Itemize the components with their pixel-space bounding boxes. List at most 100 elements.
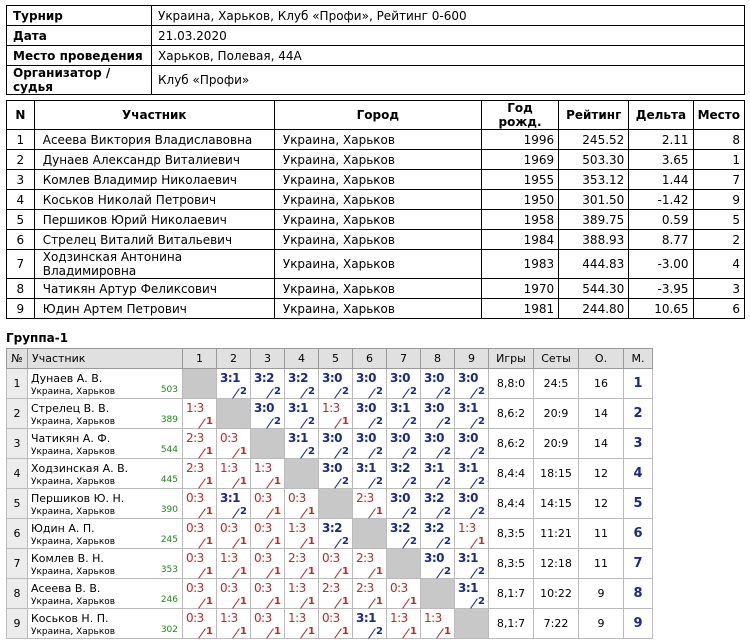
participant-rating: 301.50: [558, 189, 630, 210]
info-value: Харьков, Полевая, 44А: [151, 45, 745, 66]
group-row-sets: 20:9: [533, 398, 579, 429]
player-name: Ходзинская А. В.: [31, 461, 129, 475]
match-score: 1:3: [288, 521, 306, 535]
player-name: Асеева В. В.: [31, 581, 101, 595]
match-points: 1: [308, 626, 315, 637]
match-score: 3:0: [254, 401, 275, 415]
group-header-col: 9: [454, 348, 489, 369]
info-row: Место проведения Харьков, Полевая, 44А: [6, 45, 745, 66]
match-points: 2: [274, 386, 281, 397]
group-row-player: Асеева В. В. Украина, Харьков 246: [27, 578, 183, 609]
match-divider: [198, 568, 206, 579]
player-name: Дунаев А. В.: [31, 371, 103, 385]
match-cell: 1:3 1: [182, 398, 217, 429]
group-row-games: 8,8:0: [488, 368, 534, 399]
participant-name: Комлев Владимир Николаевич: [33, 169, 275, 190]
info-label: Дата: [6, 25, 152, 46]
match-points: 1: [206, 596, 213, 607]
match-points: 1: [478, 536, 485, 547]
player-city: Украина, Харьков: [31, 416, 116, 427]
participant-city: Украина, Харьков: [273, 278, 482, 299]
match-divider: [300, 448, 308, 459]
match-points: 2: [376, 416, 383, 427]
match-cell: 3:1 2: [454, 458, 489, 489]
match-cell: 1:3 1: [284, 578, 319, 609]
match-score: 2:3: [288, 551, 306, 565]
match-points: 2: [478, 596, 485, 607]
match-points: 1: [240, 446, 247, 457]
match-score: 3:0: [322, 371, 343, 385]
group-row-points: 11: [578, 518, 624, 549]
group-row-sets: 24:5: [533, 368, 579, 399]
participant-year: 1981: [480, 298, 560, 319]
player-name: Першиков Ю. Н.: [31, 491, 125, 505]
match-score: 3:0: [390, 371, 411, 385]
group-row-sets: 14:15: [533, 488, 579, 519]
match-score: 3:1: [288, 431, 309, 445]
info-label: Турнир: [6, 5, 152, 26]
match-cell: 3:2 2: [386, 518, 421, 549]
participant-name: Асеева Виктория Владиславовна: [33, 129, 275, 150]
match-score: 3:2: [322, 521, 343, 535]
group-row-player: Стрелец В. В. Украина, Харьков 389: [27, 398, 183, 429]
group-row-place: 2: [623, 398, 653, 429]
match-cell: 3:1 2: [386, 398, 421, 429]
group-header-col: 8: [420, 348, 455, 369]
match-score: 0:3: [220, 581, 238, 595]
group-row-points: 14: [578, 428, 624, 459]
match-points: 2: [478, 446, 485, 457]
match-cell: 1:3 1: [216, 548, 251, 579]
match-divider: [232, 478, 240, 489]
player-rating: 302: [160, 625, 178, 635]
match-score: 1:3: [288, 611, 306, 625]
match-points: 1: [342, 566, 349, 577]
participant-number: 2: [6, 149, 35, 170]
group-header-num: №: [6, 348, 28, 369]
match-cell: 0:3 1: [216, 518, 251, 549]
participant-place: 6: [692, 298, 746, 319]
match-points: 2: [410, 386, 417, 397]
match-score: 3:1: [424, 461, 445, 475]
match-score: 3:1: [288, 401, 309, 415]
match-divider: [368, 418, 376, 429]
match-divider: [436, 418, 444, 429]
match-cell: 0:3 1: [318, 608, 353, 639]
match-cell: 3:2 2: [420, 518, 455, 549]
match-points: 1: [308, 596, 315, 607]
player-rating: 445: [160, 475, 178, 485]
group-row-points: 9: [578, 608, 624, 639]
match-points: 1: [410, 626, 417, 637]
match-points: 1: [376, 506, 383, 517]
match-divider: [402, 508, 410, 519]
match-cell: 3:0 2: [420, 548, 455, 579]
match-divider: [232, 598, 240, 609]
match-divider: [232, 538, 240, 549]
group-row-player: Ходзинская А. В. Украина, Харьков 445: [27, 458, 183, 489]
match-divider: [368, 448, 376, 459]
group-row: 8 Асеева В. В. Украина, Харьков 246 0:3 1 0:3 1…: [6, 578, 653, 609]
match-score: 0:3: [288, 491, 306, 505]
group-row-player: Юдин А. П. Украина, Харьков 245: [27, 518, 183, 549]
group-row-number: 8: [6, 578, 28, 609]
participant-row: 3 Комлев Владимир Николаевич Украина, Харь…: [6, 169, 746, 190]
match-divider: [436, 508, 444, 519]
group-row-games: 8,3:5: [488, 548, 534, 579]
group-row-games: 8,1:7: [488, 608, 534, 639]
match-score: 3:0: [356, 401, 377, 415]
group-row-player: Першиков Ю. Н. Украина, Харьков 390: [27, 488, 183, 519]
match-divider: [300, 628, 308, 639]
group-row-place: 3: [623, 428, 653, 459]
participant-rating: 245.52: [558, 129, 630, 150]
match-points: 1: [274, 596, 281, 607]
match-score: 0:3: [186, 521, 204, 535]
match-cell: 1:3 1: [216, 458, 251, 489]
match-cell: 0:3 1: [250, 608, 285, 639]
match-score: 0:3: [254, 521, 272, 535]
player-rating: 353: [160, 565, 178, 575]
player-city: Украина, Харьков: [31, 446, 116, 457]
info-row: Организатор / судья Клуб «Профи»: [6, 65, 745, 95]
group-row-games: 8,1:7: [488, 578, 534, 609]
participant-row: 4 Коськов Николай Петрович Украина, Харько…: [6, 189, 746, 210]
match-points: 2: [410, 476, 417, 487]
match-divider: [266, 628, 274, 639]
